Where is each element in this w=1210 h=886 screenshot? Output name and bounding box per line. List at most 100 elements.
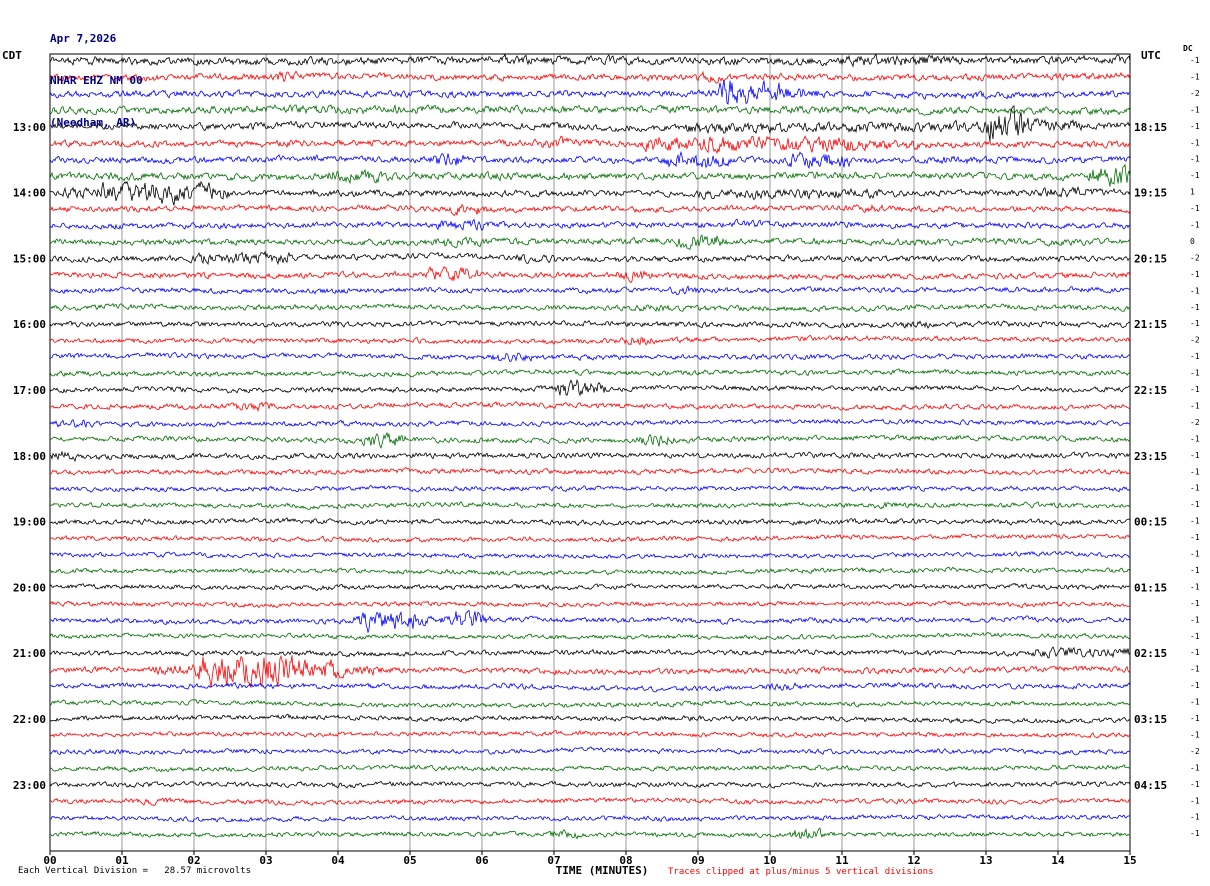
trace-row: [49, 467, 1131, 476]
title-station: NHAR EHZ NM 00: [50, 74, 143, 87]
trace-row: [49, 265, 1131, 284]
dc-value: -2: [1190, 418, 1200, 427]
hour-label-left: 21:00: [13, 647, 46, 660]
dc-value: -1: [1190, 500, 1200, 509]
hour-label-left: 17:00: [13, 384, 46, 397]
dc-value: -1: [1190, 681, 1200, 690]
hour-label-right: 02:15: [1134, 647, 1167, 660]
minute-label: 06: [475, 854, 489, 867]
minute-label: 11: [835, 854, 849, 867]
hour-label-right: 01:15: [1134, 581, 1167, 594]
dc-value: -1: [1190, 270, 1200, 279]
trace-row: [49, 351, 1130, 363]
hour-label-right: 03:15: [1134, 713, 1167, 726]
dc-value: -1: [1190, 484, 1200, 493]
minute-label: 13: [979, 854, 992, 867]
trace-row: [49, 582, 1131, 592]
hour-label-left: 22:00: [13, 713, 46, 726]
trace-row: [49, 780, 1131, 789]
dc-value: -1: [1190, 303, 1200, 312]
dc-value: -1: [1190, 780, 1200, 789]
trace-row: [49, 378, 1131, 397]
trace-row: [49, 681, 1131, 693]
hour-label-right: 00:15: [1134, 516, 1167, 529]
trace-row: [50, 827, 1131, 840]
plot-border: [49, 53, 1131, 852]
hour-label-right: 22:15: [1134, 384, 1167, 397]
dc-value: -1: [1190, 204, 1200, 213]
trace-row: [49, 631, 1131, 641]
hour-label-left: 18:00: [13, 450, 46, 463]
hour-label-left: 14:00: [13, 187, 46, 200]
dc-value: -1: [1190, 730, 1200, 739]
trace-row: [49, 654, 1131, 689]
trace-row: [49, 646, 1131, 659]
trace-row: [49, 334, 1131, 346]
trace-row: [49, 285, 1131, 296]
dc-value: -1: [1190, 138, 1200, 147]
dc-value: -1: [1190, 796, 1200, 805]
right-timezone-label: UTC: [1141, 49, 1161, 62]
dc-value: -1: [1190, 813, 1200, 822]
minute-label: 09: [691, 854, 704, 867]
title-date: Apr 7,2026: [50, 32, 117, 45]
trace-row: [49, 484, 1131, 493]
trace-row: [49, 180, 1131, 206]
minute-label: 14: [1051, 854, 1065, 867]
trace-row: [49, 134, 1131, 155]
trace-row: [49, 218, 1131, 232]
minute-label: 10: [763, 854, 776, 867]
trace-row: [49, 80, 1131, 105]
dc-value: -1: [1190, 665, 1200, 674]
trace-row: [49, 320, 1131, 330]
dc-value: -1: [1190, 155, 1200, 164]
minute-label: 02: [187, 854, 200, 867]
minute-label: 01: [115, 854, 129, 867]
trace-row: [49, 52, 1131, 68]
scale-note: Each Vertical Division = 28.57 microvolt…: [18, 866, 251, 876]
title-location: (Needham, AR): [50, 116, 137, 129]
hour-label-right: 19:15: [1134, 187, 1167, 200]
trace-row: [49, 550, 1131, 560]
dc-value: -2: [1190, 747, 1200, 756]
dc-value: -1: [1190, 698, 1200, 707]
trace-row: [49, 103, 1131, 117]
dc-value: -1: [1190, 714, 1200, 723]
trace-row: [49, 713, 1131, 724]
dc-value: -1: [1190, 122, 1200, 131]
dc-value: -1: [1190, 533, 1200, 542]
trace-row: [49, 250, 1131, 266]
minute-label: 08: [619, 854, 632, 867]
dc-value: -1: [1190, 385, 1200, 394]
dc-value: -1: [1190, 401, 1200, 410]
trace-row: [49, 234, 1131, 251]
trace-row: [49, 729, 1131, 739]
dc-value: -1: [1190, 632, 1200, 641]
dc-value: -1: [1190, 648, 1200, 657]
dc-value: -1: [1190, 105, 1200, 114]
trace-row: [49, 203, 1131, 217]
dc-value: -1: [1190, 171, 1200, 180]
hour-label-left: 15:00: [13, 252, 46, 265]
dc-value: -1: [1190, 763, 1200, 772]
hour-label-right: 18:15: [1134, 121, 1167, 134]
hour-label-right: 04:15: [1134, 779, 1167, 792]
hour-label-right: 20:15: [1134, 252, 1167, 265]
x-axis-title: TIME (MINUTES): [555, 864, 649, 877]
hour-label-left: 13:00: [13, 121, 46, 134]
trace-row: [49, 746, 1131, 756]
trace-row: [49, 418, 1131, 429]
trace-row: [49, 566, 1131, 576]
dc-value: -1: [1190, 829, 1200, 838]
dc-value: -1: [1190, 451, 1200, 460]
trace-row: [49, 303, 1131, 313]
minute-label: 05: [403, 854, 416, 867]
left-timezone-label: CDT: [2, 49, 22, 62]
dc-value: -2: [1190, 89, 1200, 98]
dc-value: -1: [1190, 550, 1200, 559]
dc-value: 0: [1190, 237, 1195, 246]
minute-label: 04: [331, 854, 345, 867]
hour-label-left: 23:00: [13, 779, 46, 792]
